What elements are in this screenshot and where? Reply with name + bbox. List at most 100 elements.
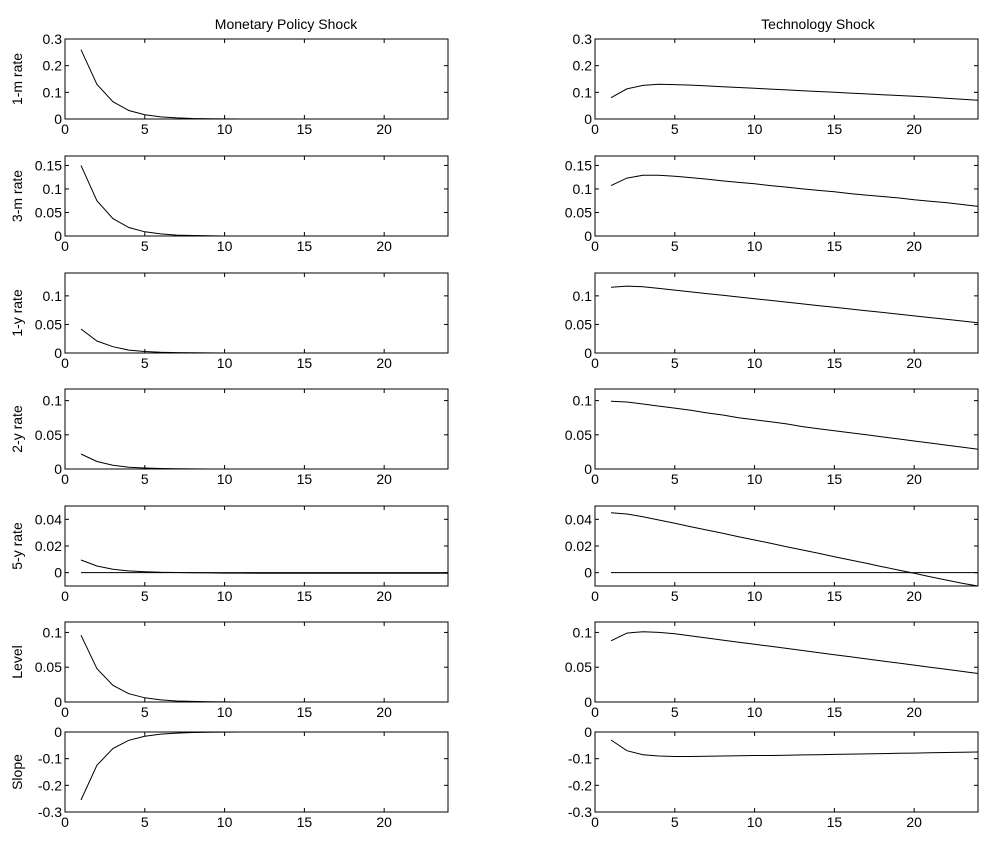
impulse-response-line xyxy=(610,400,979,450)
y-tick-label: 0.02 xyxy=(35,538,62,554)
y-tick-label: 0.2 xyxy=(43,58,63,74)
y-tick-label: 0 xyxy=(584,111,592,127)
panel-4-monetary: 0 5 10 15 20 0 0.05 0.1 2-y rate xyxy=(9,388,449,487)
x-tick-label: 5 xyxy=(671,121,679,137)
x-tick-label: 20 xyxy=(906,471,922,487)
panels-group: 0 5 10 15 20 0 0.1 0.2 0.3 1-m rate 0 5 10 15 20 0 0.1 0.… xyxy=(9,31,979,830)
x-tick-label: 20 xyxy=(376,238,392,254)
plot-frame xyxy=(64,272,449,354)
x-tick-label: 10 xyxy=(747,704,763,720)
y-tick-label: 0.04 xyxy=(35,511,62,527)
y-tick-label: 0.15 xyxy=(35,157,62,173)
x-tick-label: 15 xyxy=(297,814,313,830)
y-tick-label: 0.1 xyxy=(573,288,593,304)
y-tick-label: 0.05 xyxy=(35,659,62,675)
y-tick-label: 0.1 xyxy=(43,624,63,640)
x-tick-label: 0 xyxy=(61,814,69,830)
impulse-response-line xyxy=(80,453,448,470)
x-tick-label: 5 xyxy=(141,588,149,604)
x-tick-label: 0 xyxy=(61,121,69,137)
impulse-response-line xyxy=(610,83,979,101)
x-tick-label: 5 xyxy=(671,471,679,487)
y-tick-label: 0 xyxy=(584,724,592,740)
y-tick-label: -0.3 xyxy=(38,804,62,820)
plot-frame xyxy=(594,731,979,813)
y-tick-label: 0.05 xyxy=(565,316,592,332)
y-axis-label: 3-m rate xyxy=(9,170,25,222)
x-tick-label: 15 xyxy=(827,471,843,487)
y-axis-label: 1-m rate xyxy=(9,53,25,105)
y-tick-label: 0.04 xyxy=(565,511,592,527)
y-tick-label: 0 xyxy=(584,228,592,244)
x-tick-label: 15 xyxy=(297,704,313,720)
x-tick-label: 0 xyxy=(591,238,599,254)
impulse-response-line xyxy=(80,49,448,120)
x-tick-label: 15 xyxy=(827,814,843,830)
y-tick-label: -0.1 xyxy=(38,751,62,767)
x-tick-label: 15 xyxy=(827,121,843,137)
panel-2-technology: 0 5 10 15 20 0 0.05 0.1 0.15 xyxy=(565,155,979,254)
x-tick-label: 20 xyxy=(906,355,922,371)
panel-1-technology: 0 5 10 15 20 0 0.1 0.2 0.3 xyxy=(573,31,979,137)
plot-frame xyxy=(64,505,449,587)
impulse-response-line xyxy=(610,512,979,587)
y-tick-label: 0.1 xyxy=(43,181,63,197)
panel-3-technology: 0 5 10 15 20 0 0.05 0.1 xyxy=(565,272,979,371)
x-tick-label: 15 xyxy=(827,588,843,604)
x-tick-label: 10 xyxy=(747,355,763,371)
y-tick-label: 0.05 xyxy=(565,427,592,443)
x-tick-label: 20 xyxy=(376,471,392,487)
plot-frame xyxy=(594,621,979,703)
y-tick-label: 0 xyxy=(54,228,62,244)
x-tick-label: 10 xyxy=(217,588,233,604)
x-tick-label: 5 xyxy=(141,355,149,371)
impulse-response-line xyxy=(610,739,979,757)
x-tick-label: 5 xyxy=(141,814,149,830)
x-tick-label: 0 xyxy=(61,355,69,371)
x-tick-label: 0 xyxy=(591,588,599,604)
x-tick-label: 10 xyxy=(747,121,763,137)
y-tick-label: 0 xyxy=(54,694,62,710)
x-tick-label: 10 xyxy=(217,121,233,137)
y-axis-label: 1-y rate xyxy=(9,289,25,337)
x-tick-label: 20 xyxy=(376,704,392,720)
y-tick-label: 0.05 xyxy=(35,204,62,220)
y-tick-label: -0.2 xyxy=(568,777,592,793)
plot-frame xyxy=(594,38,979,120)
x-tick-label: 5 xyxy=(141,704,149,720)
y-tick-label: 0 xyxy=(54,111,62,127)
y-axis-label: Level xyxy=(9,645,25,678)
x-tick-label: 15 xyxy=(297,238,313,254)
x-tick-label: 10 xyxy=(747,471,763,487)
x-tick-label: 0 xyxy=(591,704,599,720)
x-tick-label: 5 xyxy=(141,471,149,487)
impulse-response-line xyxy=(80,634,448,703)
column-title-technology: Technology Shock xyxy=(761,16,876,32)
y-tick-label: -0.3 xyxy=(568,804,592,820)
x-tick-label: 10 xyxy=(747,814,763,830)
y-tick-label: 0.3 xyxy=(573,31,593,47)
x-tick-label: 5 xyxy=(671,238,679,254)
x-tick-label: 15 xyxy=(297,121,313,137)
x-tick-label: 15 xyxy=(827,238,843,254)
x-tick-label: 20 xyxy=(906,704,922,720)
x-tick-label: 5 xyxy=(141,238,149,254)
impulse-response-line xyxy=(610,285,979,324)
panel-4-technology: 0 5 10 15 20 0 0.05 0.1 xyxy=(565,388,979,487)
x-tick-label: 20 xyxy=(906,121,922,137)
y-tick-label: 0 xyxy=(584,345,592,361)
y-tick-label: 0.1 xyxy=(573,624,593,640)
x-tick-label: 5 xyxy=(141,121,149,137)
y-tick-label: 0.2 xyxy=(573,58,593,74)
impulse-response-line xyxy=(80,559,448,574)
x-tick-label: 0 xyxy=(591,121,599,137)
panel-2-monetary: 0 5 10 15 20 0 0.05 0.1 0.15 3-m rate xyxy=(9,155,449,254)
x-tick-label: 5 xyxy=(671,588,679,604)
y-axis-label: 2-y rate xyxy=(9,405,25,453)
x-tick-label: 15 xyxy=(297,471,313,487)
x-tick-label: 0 xyxy=(591,471,599,487)
column-title-monetary: Monetary Policy Shock xyxy=(215,16,358,32)
impulse-response-line xyxy=(610,174,979,207)
plot-frame xyxy=(594,155,979,237)
